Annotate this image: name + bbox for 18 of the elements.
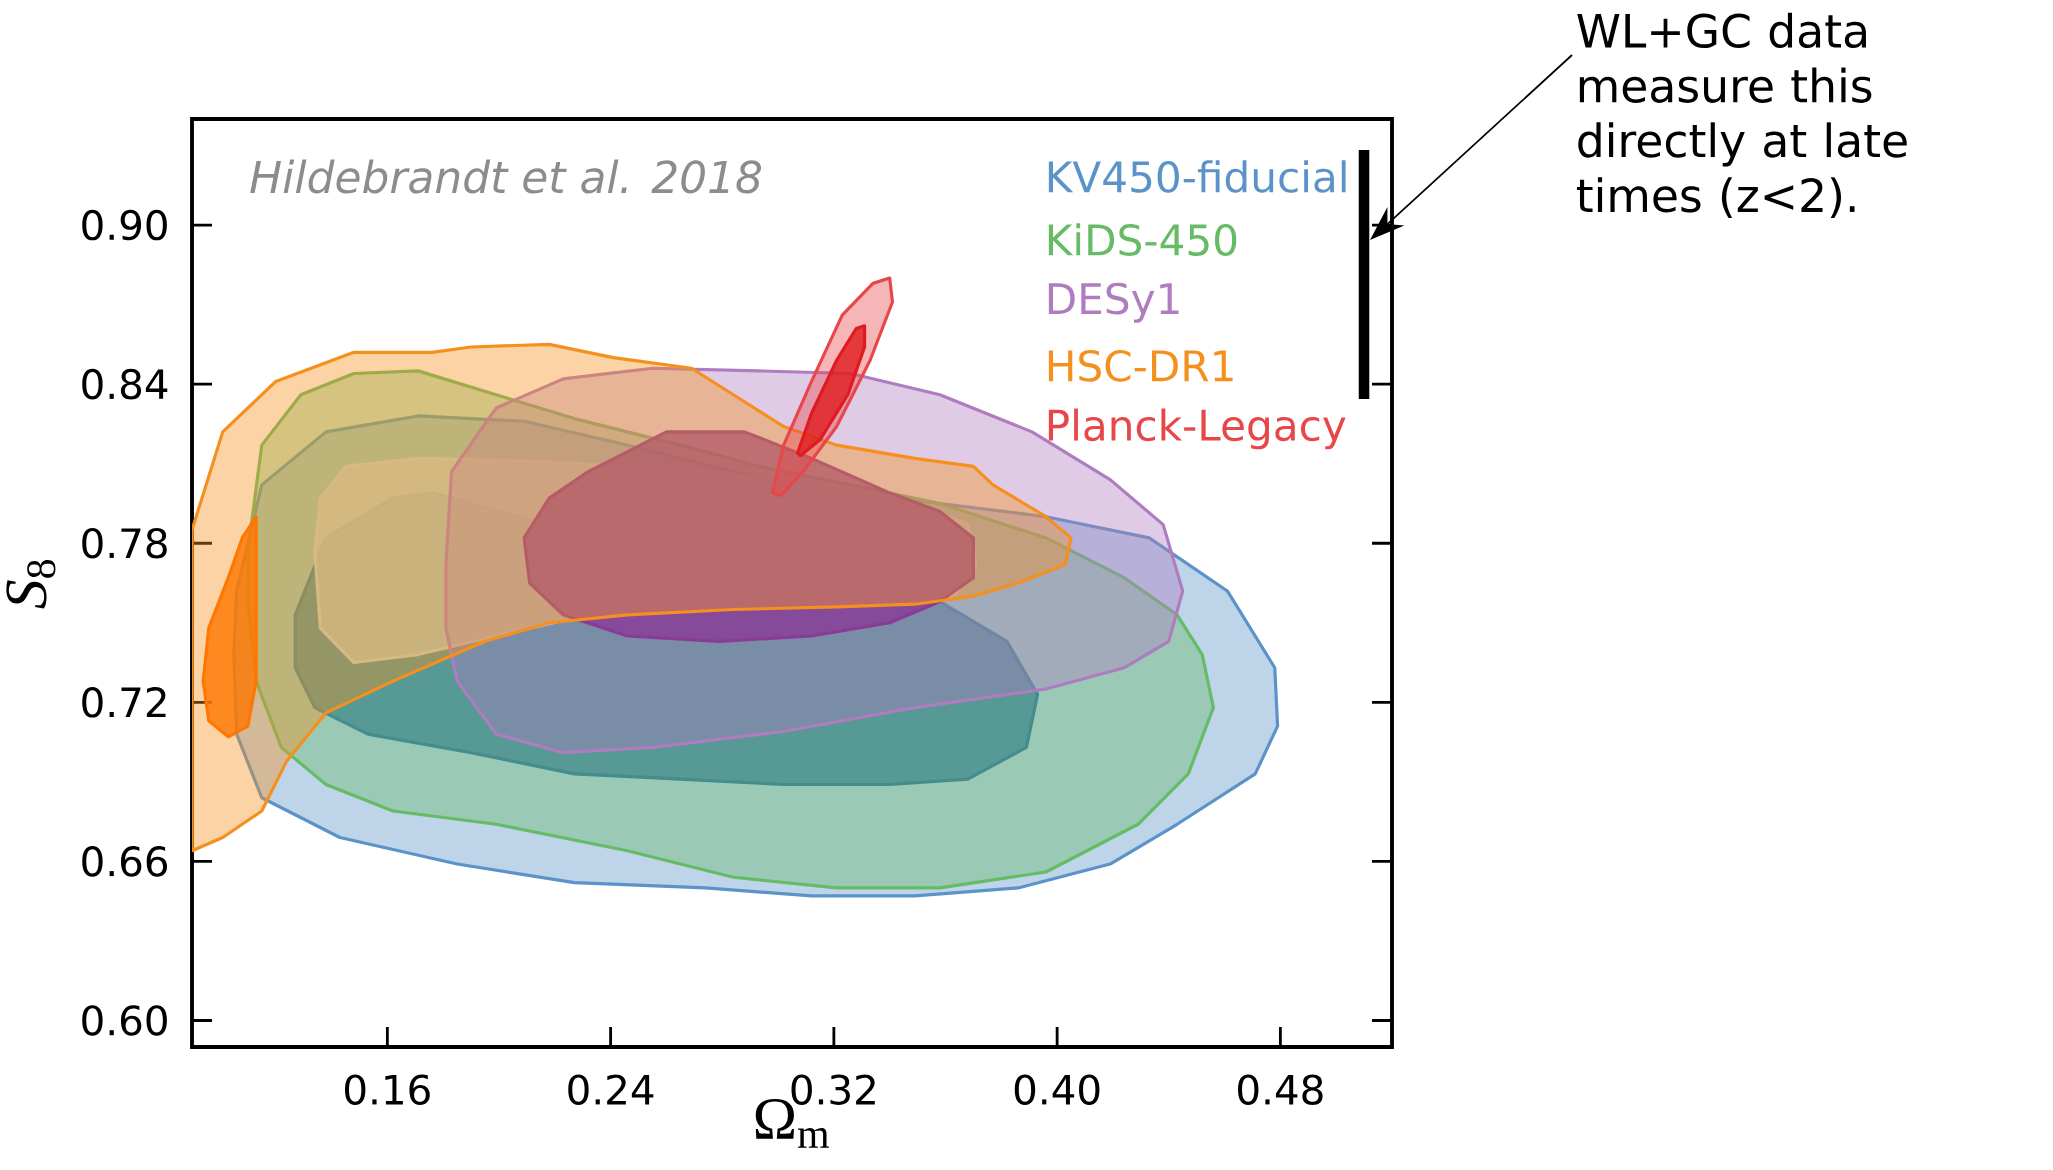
text: WL+GC data measure this directly at late times (z<2). (1576, 12, 1907, 218)
text: KiDS-450 (1048, 223, 1237, 256)
y-tick-label: 0.72 (82, 687, 166, 718)
x-tick-label: 0.40 (1014, 1074, 1100, 1105)
text: Planck-Legacy (1048, 408, 1346, 450)
text: HSC-DR1 (1048, 349, 1233, 382)
y-tick-label: 0.66 (82, 846, 168, 877)
x-tick-label: 0.48 (1238, 1074, 1323, 1105)
x-tick-label: 0.16 (345, 1074, 430, 1105)
y-tick-label: 0.78 (82, 527, 167, 559)
y-tick-label: 0.84 (82, 368, 168, 400)
x-tick-label: 0.24 (568, 1074, 654, 1105)
y-axis-title: S$_{8}$ (6, 560, 56, 609)
y-tick-label: 0.90 (82, 209, 167, 241)
text: DESy1 (1048, 282, 1179, 323)
annotation: Hildebrandt et al. 2018 (250, 159, 762, 194)
y-tick-label: 0.60 (82, 1005, 167, 1036)
text: KV450-fiducial (1048, 160, 1346, 193)
